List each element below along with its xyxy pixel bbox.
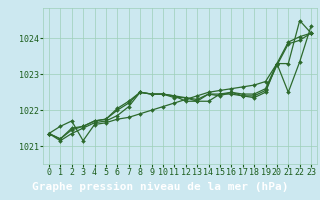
Text: Graphe pression niveau de la mer (hPa): Graphe pression niveau de la mer (hPa) [32, 182, 288, 192]
